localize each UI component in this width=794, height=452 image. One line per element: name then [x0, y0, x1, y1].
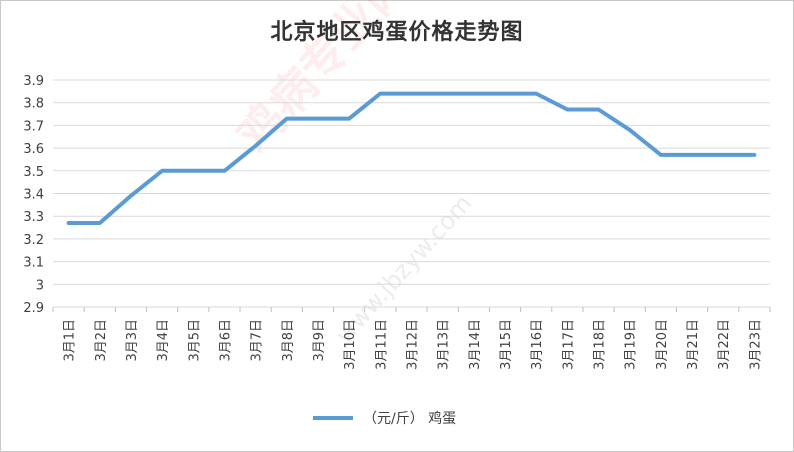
x-tick-label: 3月11日 — [374, 319, 389, 370]
x-tick-label: 3月21日 — [686, 319, 701, 370]
x-tick-label: 3月12日 — [406, 319, 421, 370]
x-tick-label: 3月22日 — [717, 319, 732, 370]
legend-line-swatch — [313, 416, 353, 420]
x-tick-label: 3月10日 — [343, 319, 358, 370]
x-tick-label: 3月17日 — [561, 319, 576, 370]
x-tick-label: 3月23日 — [748, 319, 763, 370]
x-tick-label: 3月7日 — [250, 319, 265, 362]
x-tick-label: 3月8日 — [281, 319, 296, 362]
x-tick-label: 3月5日 — [187, 319, 202, 362]
y-tick-label: 3.7 — [23, 119, 44, 134]
y-tick-label: 3 — [36, 278, 44, 293]
legend-label: （元/斤） 鸡蛋 — [363, 411, 457, 427]
x-tick-label: 3月15日 — [499, 319, 514, 370]
x-tick-label: 3月14日 — [468, 319, 483, 370]
x-tick-label: 3月20日 — [655, 319, 670, 370]
y-tick-label: 3.6 — [23, 142, 44, 157]
y-tick-label: 3.8 — [23, 97, 44, 112]
series-line-0 — [66, 91, 757, 225]
x-tick-label: 3月16日 — [530, 319, 545, 370]
y-tick-label: 2.9 — [23, 301, 44, 316]
x-tick-label: 3月18日 — [593, 319, 608, 370]
y-tick-label: 3.4 — [23, 188, 44, 203]
y-tick-label: 3.9 — [23, 74, 44, 89]
y-tick-label: 3.2 — [23, 233, 44, 248]
y-tick-label: 3.5 — [23, 165, 44, 180]
x-tick-label: 3月2日 — [94, 319, 109, 362]
x-tick-label: 3月19日 — [624, 319, 639, 370]
x-tick-label: 3月1日 — [63, 319, 78, 362]
x-tick-label: 3月6日 — [218, 319, 233, 362]
legend: （元/斤） 鸡蛋 — [313, 408, 456, 428]
y-tick-label: 3.3 — [23, 210, 44, 225]
y-tick-label: 3.1 — [23, 256, 44, 271]
x-tick-label: 3月9日 — [312, 319, 327, 362]
x-tick-label: 3月3日 — [125, 319, 140, 362]
x-tick-label: 3月13日 — [437, 319, 452, 370]
x-tick-label: 3月4日 — [156, 319, 171, 362]
chart-title: 北京地区鸡蛋价格走势图 — [270, 20, 524, 45]
